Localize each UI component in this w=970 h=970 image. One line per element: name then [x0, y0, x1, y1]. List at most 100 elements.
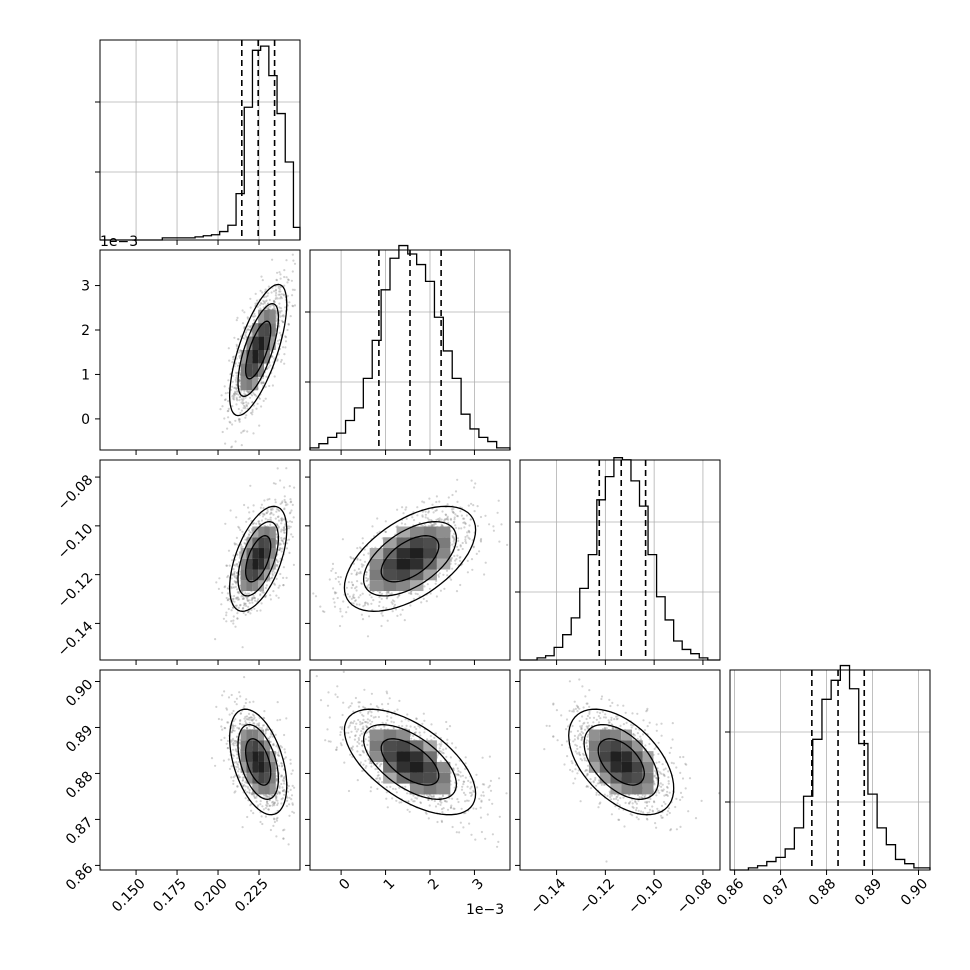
sample-point — [276, 565, 279, 568]
sample-point — [262, 591, 265, 594]
density-block — [436, 526, 451, 538]
sample-point — [272, 803, 275, 806]
sample-point — [351, 584, 355, 587]
sample-point — [252, 522, 256, 525]
sample-point — [283, 757, 286, 761]
sample-point — [275, 835, 278, 838]
sample-point — [337, 580, 340, 583]
sample-point — [232, 615, 235, 618]
sample-point — [271, 570, 274, 573]
sample-point — [341, 615, 344, 618]
sample-point — [233, 392, 236, 395]
sample-point — [473, 790, 476, 794]
sample-point — [274, 501, 277, 504]
density-block — [423, 569, 437, 581]
sample-point — [250, 324, 253, 327]
sample-point — [468, 530, 471, 533]
sample-point — [232, 394, 235, 397]
sample-point — [223, 736, 226, 740]
sample-point — [360, 547, 363, 550]
sample-point — [441, 510, 444, 513]
sample-point — [270, 577, 273, 580]
sample-point — [426, 517, 429, 520]
sample-point — [278, 271, 281, 274]
sample-point — [235, 376, 238, 379]
sample-point — [483, 783, 486, 786]
sample-point — [438, 519, 441, 522]
sample-point — [227, 416, 230, 419]
sample-point — [233, 574, 236, 578]
sample-point — [436, 820, 439, 824]
sample-point — [236, 588, 239, 591]
sample-point — [257, 804, 260, 807]
sample-point — [241, 779, 244, 782]
sample-point — [253, 597, 256, 600]
sample-point — [456, 514, 459, 518]
sample-point — [232, 397, 235, 400]
sample-point — [278, 764, 281, 768]
sample-point — [232, 396, 235, 399]
density-block — [240, 558, 247, 570]
sample-point — [283, 508, 286, 511]
sample-point — [323, 610, 326, 614]
sample-point — [452, 807, 455, 810]
sample-point — [349, 722, 352, 725]
sample-point — [260, 602, 263, 605]
sample-point — [370, 602, 373, 605]
sample-point — [245, 726, 248, 729]
sample-point — [269, 364, 272, 367]
sample-point — [252, 718, 255, 721]
sample-point — [470, 479, 473, 482]
sample-point — [288, 551, 291, 555]
sample-point — [358, 603, 361, 606]
sample-point — [278, 548, 281, 551]
sample-point — [258, 397, 261, 400]
sample-point — [272, 569, 275, 573]
sample-point — [252, 315, 255, 318]
sample-point — [462, 517, 465, 520]
sample-point — [280, 775, 283, 778]
sample-point — [390, 601, 393, 604]
sample-point — [287, 784, 290, 788]
sample-point — [333, 591, 336, 594]
sample-point — [283, 362, 286, 365]
sample-point — [236, 372, 239, 375]
density-block — [383, 537, 397, 549]
sample-point — [379, 591, 382, 594]
sample-point — [215, 705, 218, 709]
sample-point — [281, 779, 284, 782]
sample-point — [261, 376, 264, 380]
sample-point — [434, 523, 437, 526]
density-block — [252, 376, 259, 391]
sample-point — [291, 535, 294, 538]
sample-point — [230, 585, 233, 589]
sample-point — [233, 700, 236, 703]
sample-point — [231, 583, 234, 586]
sample-point — [444, 513, 448, 517]
sample-point — [272, 742, 275, 746]
sample-point — [250, 718, 253, 722]
sample-point — [457, 548, 460, 552]
sample-point — [275, 540, 278, 544]
sample-point — [273, 571, 276, 574]
sample-point — [398, 699, 401, 703]
sample-point — [231, 586, 234, 589]
sample-point — [280, 550, 283, 553]
sample-point — [280, 762, 283, 765]
sample-point — [356, 558, 359, 561]
sample-point — [291, 503, 294, 506]
sample-point — [282, 526, 285, 529]
sample-point — [287, 278, 290, 282]
sample-point — [275, 777, 278, 780]
contour-line — [245, 738, 272, 786]
sample-point — [270, 512, 273, 515]
sample-point — [393, 605, 396, 608]
density-block — [258, 537, 265, 549]
sample-point — [225, 742, 228, 745]
sample-point — [289, 525, 292, 528]
sample-point — [239, 411, 242, 415]
sample-point — [419, 801, 422, 805]
density-block — [252, 580, 259, 592]
sample-point — [275, 279, 278, 282]
